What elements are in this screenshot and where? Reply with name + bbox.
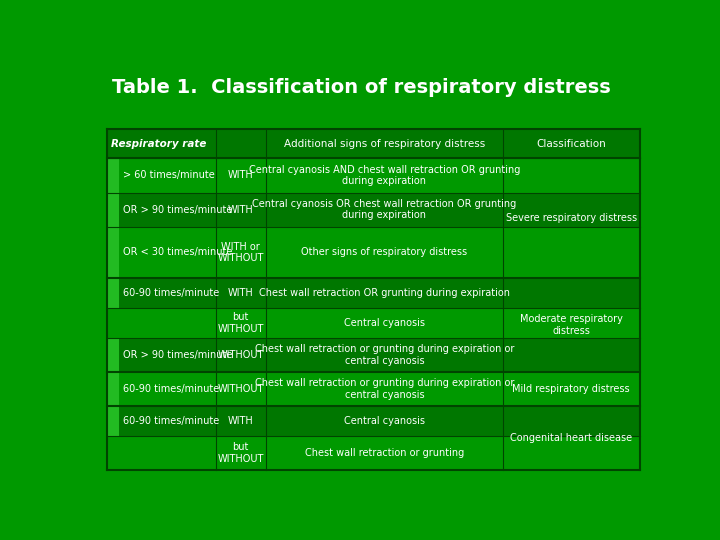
Text: WITHOUT: WITHOUT xyxy=(217,384,264,394)
Text: Chest wall retraction or grunting during expiration or
central cyanosis: Chest wall retraction or grunting during… xyxy=(255,344,514,366)
Text: Chest wall retraction or grunting: Chest wall retraction or grunting xyxy=(305,448,464,458)
Bar xyxy=(107,158,119,193)
Text: but
WITHOUT: but WITHOUT xyxy=(217,312,264,334)
Bar xyxy=(107,372,119,406)
Text: WITH: WITH xyxy=(228,416,253,426)
Bar xyxy=(107,158,639,193)
Text: Central cyanosis: Central cyanosis xyxy=(344,318,425,328)
Bar xyxy=(107,372,639,406)
Text: WITH: WITH xyxy=(228,171,253,180)
Text: Respiratory rate: Respiratory rate xyxy=(111,139,207,149)
Text: WITH or
WITHOUT: WITH or WITHOUT xyxy=(217,241,264,263)
Text: OR > 90 times/minute: OR > 90 times/minute xyxy=(124,350,233,360)
Bar xyxy=(107,406,639,436)
Bar xyxy=(107,278,119,308)
Bar xyxy=(107,308,639,338)
Bar xyxy=(107,338,639,372)
Text: OR > 90 times/minute: OR > 90 times/minute xyxy=(124,205,233,214)
Text: > 60 times/minute: > 60 times/minute xyxy=(124,171,215,180)
Bar xyxy=(107,406,119,436)
Text: Severe respiratory distress: Severe respiratory distress xyxy=(505,213,636,223)
Text: 60-90 times/minute: 60-90 times/minute xyxy=(124,416,220,426)
Bar xyxy=(107,129,639,158)
Text: Congenital heart disease: Congenital heart disease xyxy=(510,433,632,443)
Text: Chest wall retraction OR grunting during expiration: Chest wall retraction OR grunting during… xyxy=(259,288,510,298)
Bar xyxy=(107,436,639,470)
Text: WITH: WITH xyxy=(228,288,253,298)
Text: Central cyanosis AND chest wall retraction OR grunting
during expiration: Central cyanosis AND chest wall retracti… xyxy=(248,165,520,186)
Text: Other signs of respiratory distress: Other signs of respiratory distress xyxy=(301,247,467,258)
Text: Table 1.  Classification of respiratory distress: Table 1. Classification of respiratory d… xyxy=(112,78,611,97)
Bar xyxy=(107,193,119,227)
Text: Additional signs of respiratory distress: Additional signs of respiratory distress xyxy=(284,139,485,149)
Bar xyxy=(107,227,639,278)
Text: 60-90 times/minute: 60-90 times/minute xyxy=(124,288,220,298)
Text: Moderate respiratory
distress: Moderate respiratory distress xyxy=(520,314,623,336)
Bar xyxy=(107,227,119,278)
Bar xyxy=(107,338,119,372)
Text: Mild respiratory distress: Mild respiratory distress xyxy=(513,384,630,394)
Text: but
WITHOUT: but WITHOUT xyxy=(217,442,264,464)
Text: Central cyanosis OR chest wall retraction OR grunting
during expiration: Central cyanosis OR chest wall retractio… xyxy=(252,199,516,220)
Text: OR < 30 times/minute: OR < 30 times/minute xyxy=(124,247,233,258)
Text: 60-90 times/minute: 60-90 times/minute xyxy=(124,384,220,394)
Text: WITH: WITH xyxy=(228,205,253,214)
Text: WITHOUT: WITHOUT xyxy=(217,350,264,360)
Bar xyxy=(107,193,639,227)
Text: Classification: Classification xyxy=(536,139,606,149)
Bar xyxy=(107,278,639,308)
Text: Chest wall retraction or grunting during expiration or
central cyanosis: Chest wall retraction or grunting during… xyxy=(255,378,514,400)
Text: Central cyanosis: Central cyanosis xyxy=(344,416,425,426)
